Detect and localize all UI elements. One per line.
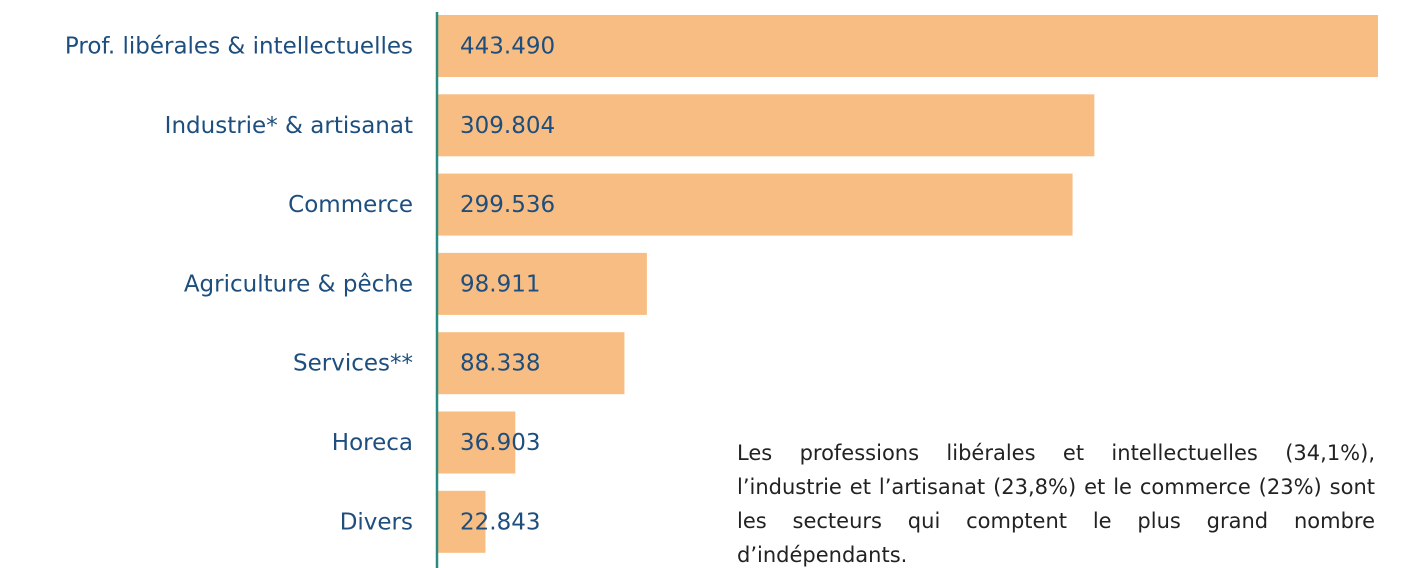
bar: [437, 94, 1095, 157]
bar: [437, 411, 516, 474]
category-label: Commerce: [288, 192, 413, 218]
value-label: 443.490: [460, 34, 555, 60]
bar: [437, 490, 486, 553]
value-label: 309.804: [460, 113, 555, 139]
category-label: Divers: [340, 509, 413, 535]
category-label: Services**: [293, 351, 413, 377]
bar: [437, 173, 1073, 236]
category-label: Prof. libérales & intellectuelles: [65, 34, 413, 60]
bar: [437, 332, 625, 395]
bar: [437, 252, 647, 315]
category-label: Horeca: [332, 430, 413, 456]
annotation: Les professions libérales et intellectue…: [737, 441, 1375, 567]
bar: [437, 15, 1378, 77]
category-label: Agriculture & pêche: [184, 271, 413, 297]
value-label: 36.903: [460, 430, 540, 456]
category-label: Industrie* & artisanat: [165, 113, 413, 139]
value-label: 88.338: [460, 351, 540, 377]
value-label: 22.843: [460, 509, 540, 535]
value-label: 98.911: [460, 271, 540, 297]
value-label: 299.536: [460, 192, 555, 218]
